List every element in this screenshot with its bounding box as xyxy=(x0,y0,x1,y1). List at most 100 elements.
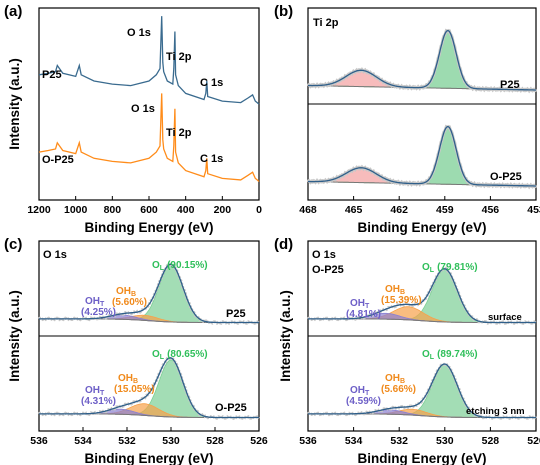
panel-d-component-name-0-2: OHT xyxy=(350,298,370,310)
panel-b-xlabel: Binding Energy (eV) xyxy=(357,220,486,235)
panel-c-tick-label-4: 528 xyxy=(206,435,224,447)
panel-c-fit-1 xyxy=(39,357,259,419)
panel-a-o1s-label-p25: O 1s xyxy=(127,27,151,39)
panel-c-tick-label-5: 526 xyxy=(250,435,268,447)
panel-a-tick-label-5: 200 xyxy=(214,204,232,216)
panel-c-sample-op25: O-P25 xyxy=(215,402,247,414)
panel-a-series-line-0 xyxy=(38,16,260,105)
panel-c: (c) 536 534 532 530 528 526 Binding Energy (e… xyxy=(4,236,268,465)
panel-c-tick-label-0: 536 xyxy=(30,435,48,447)
panel-c-sample-p25: P25 xyxy=(226,308,246,320)
panel-d-tick-label-1: 534 xyxy=(345,435,363,447)
panel-c-component-name-1-1: OHB xyxy=(118,373,138,385)
panel-b-fit-1 xyxy=(308,125,536,187)
panel-d-component-percent-0-2: (4.81%) xyxy=(346,309,381,320)
panel-a-series-p25-label: P25 xyxy=(42,69,62,81)
panel-c-component-name-1-2: OHT xyxy=(85,385,105,397)
panel-b-title: Ti 2p xyxy=(313,17,339,29)
panel-a-o1s-label-op25: O 1s xyxy=(131,103,155,115)
panel-c-component-percent-0-1: (5.60%) xyxy=(112,297,147,308)
panel-c-component-name-1-0: OL (80.65%) xyxy=(152,349,208,361)
panel-a-ti2p-label-p25: Ti 2p xyxy=(166,51,192,63)
panel-a-plot xyxy=(38,16,260,182)
panel-d-component-percent-0-1: (15.39%) xyxy=(381,295,422,306)
panel-a-tick-label-0: 1200 xyxy=(27,204,51,216)
panel-d-tick-label-4: 528 xyxy=(482,435,500,447)
panel-c-component-percent-1-2: (4.31%) xyxy=(81,396,116,407)
panel-a-tick-label-2: 800 xyxy=(104,204,122,216)
panel-b-sample-p25: P25 xyxy=(500,79,520,91)
panel-d-tick-label-3: 530 xyxy=(436,435,454,447)
panel-a-ti2p-label-op25: Ti 2p xyxy=(166,127,192,139)
panel-c-tick-label-3: 530 xyxy=(162,435,180,447)
panel-a-ylabel: Intensity (a.u.) xyxy=(7,58,22,150)
panel-d-tick-label-2: 532 xyxy=(390,435,408,447)
panel-d-component-labels: OL (79.81%)OHB(15.39%)OHT(4.81%)OL (89.74%… xyxy=(346,262,478,407)
panel-d-component-name-1-2: OHT xyxy=(350,385,370,397)
panel-c-component-name-0-1: OHB xyxy=(116,286,136,298)
panel-b-sample-0 xyxy=(306,28,538,94)
panel-b-sample-op25: O-P25 xyxy=(490,171,522,183)
panel-a-tick-label-1: 1000 xyxy=(64,204,88,216)
panel-d-title: O 1s xyxy=(312,249,336,261)
panel-c-component-name-0-0: OL (90.15%) xyxy=(152,260,208,272)
panel-a-label: (a) xyxy=(4,3,22,20)
panel-a-series-line-1 xyxy=(38,93,260,182)
panel-a-series-op25-label: O-P25 xyxy=(42,154,74,166)
panel-d-label: (d) xyxy=(274,236,293,253)
panel-a-tick-label-3: 600 xyxy=(140,204,158,216)
panel-c-xlabel: Binding Energy (eV) xyxy=(84,451,213,465)
panel-c-component-percent-0-2: (4.25%) xyxy=(81,307,116,318)
panel-b-tick-label-2: 462 xyxy=(390,204,408,216)
panel-c-component-name-0-2: OHT xyxy=(85,296,105,308)
panel-b-label: (b) xyxy=(274,3,293,20)
panel-b-tick-label-0: 468 xyxy=(299,204,317,216)
panel-c-component-labels: OL (90.15%)OHB(5.60%)OHT(4.25%)OL (80.65%)… xyxy=(81,260,208,407)
panel-d-fit-0 xyxy=(308,268,536,324)
panel-a-tick-label-6: 0 xyxy=(256,204,262,216)
panel-d-x-ticks: 536 534 532 530 528 526 xyxy=(299,427,540,447)
panel-d: (d) 536 534 532 530 528 526 Binding Energy (e… xyxy=(274,236,540,465)
panel-d-tick-label-0: 536 xyxy=(299,435,317,447)
panel-b-tick-label-3: 459 xyxy=(436,204,454,216)
panel-a-c1s-label-op25: C 1s xyxy=(200,153,223,165)
panel-d-component-name-0-1: OHB xyxy=(385,284,405,296)
panel-b-tick-label-1: 465 xyxy=(345,204,363,216)
panel-d-tick-label-5: 526 xyxy=(527,435,540,447)
panel-d-sample-etching: etching 3 nm xyxy=(466,406,525,417)
panel-d-component-name-0-0: OL (79.81%) xyxy=(422,262,478,274)
panel-d-sample-0 xyxy=(307,266,537,326)
panel-b-x-ticks: 468 465 462 459 456 453 xyxy=(299,196,540,216)
panel-c-plot xyxy=(38,262,260,421)
panel-d-component-percent-1-2: (4.59%) xyxy=(346,396,381,407)
panel-c-tick-label-1: 534 xyxy=(74,435,92,447)
panel-b-tick-label-5: 453 xyxy=(527,204,540,216)
panel-c-title: O 1s xyxy=(43,249,67,261)
panel-d-subtitle: O-P25 xyxy=(312,264,344,276)
panel-d-component-name-1-0: OL (89.74%) xyxy=(422,349,478,361)
panel-d-ylabel: Intensity (a.u.) xyxy=(278,290,293,382)
panel-b: (b) 468 465 462 459 456 453 Binding Energy (e… xyxy=(274,3,540,235)
panel-c-component-percent-1-1: (15.05%) xyxy=(114,384,155,395)
panel-c-sample-0 xyxy=(38,262,260,326)
panel-c-tick-label-2: 532 xyxy=(118,435,136,447)
panel-d-component-percent-1-1: (5.66%) xyxy=(381,384,416,395)
panel-d-sample-surface: surface xyxy=(488,312,522,323)
panel-b-sample-1 xyxy=(306,124,538,190)
panel-d-plot xyxy=(307,266,537,421)
panel-a: (a) 1200 1000 800 600 400 200 0 Binding Energy… xyxy=(4,3,262,235)
panel-c-ylabel: Intensity (a.u.) xyxy=(7,290,22,382)
panel-d-component-name-1-1: OHB xyxy=(385,373,405,385)
panel-c-x-ticks: 536 534 532 530 528 526 xyxy=(30,427,268,447)
panel-c-label: (c) xyxy=(4,236,22,253)
panel-b-fit-0 xyxy=(308,29,536,91)
panel-d-xlabel: Binding Energy (eV) xyxy=(357,451,486,465)
panel-c-sample-1 xyxy=(38,356,260,421)
panel-d-sample-1 xyxy=(307,361,537,421)
panel-a-x-ticks: 1200 1000 800 600 400 200 0 xyxy=(27,196,262,216)
panel-a-c1s-label-p25: C 1s xyxy=(200,77,223,89)
panel-b-tick-label-4: 456 xyxy=(482,204,500,216)
panel-b-plot xyxy=(306,28,538,190)
panel-a-xlabel: Binding Energy (eV) xyxy=(84,220,213,235)
